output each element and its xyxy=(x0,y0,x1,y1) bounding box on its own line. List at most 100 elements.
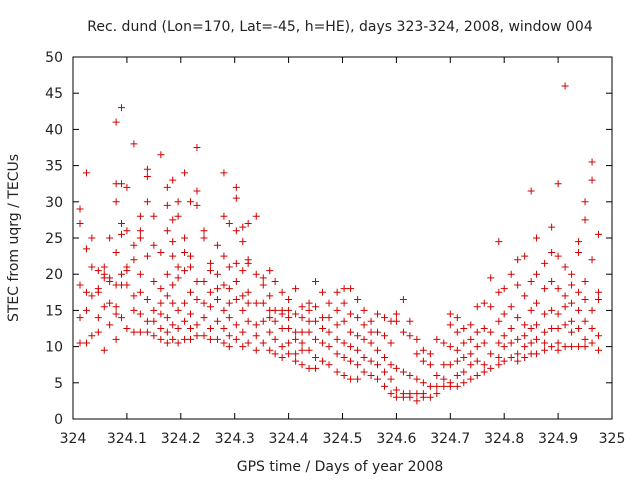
y-axis: 0 5 10 15 20 25 30 35 40 45 50 xyxy=(45,50,612,428)
data-point xyxy=(130,140,138,148)
data-point xyxy=(271,306,279,314)
data-point xyxy=(123,267,131,275)
data-point xyxy=(473,328,481,336)
data-point xyxy=(130,256,138,264)
data-point xyxy=(495,238,503,246)
data-point xyxy=(440,375,448,383)
data-point xyxy=(575,248,583,256)
data-point xyxy=(187,325,195,332)
data-point xyxy=(340,339,348,347)
data-point xyxy=(118,270,126,278)
data-point xyxy=(143,198,151,206)
data-point xyxy=(533,270,541,278)
data-point xyxy=(143,296,151,304)
data-point xyxy=(181,169,189,177)
data-point xyxy=(157,285,165,293)
data-point xyxy=(206,267,214,275)
data-point xyxy=(561,292,569,300)
data-point xyxy=(367,357,375,365)
data-point xyxy=(480,339,488,347)
data-point xyxy=(399,393,407,401)
data-point xyxy=(381,314,389,322)
data-point xyxy=(181,248,189,256)
data-point xyxy=(285,339,293,347)
data-point xyxy=(278,343,286,351)
data-point xyxy=(112,303,120,311)
data-point xyxy=(312,317,320,325)
data-point xyxy=(157,151,165,159)
y-tick-label: 10 xyxy=(45,340,63,356)
data-point xyxy=(426,393,434,401)
data-point xyxy=(213,285,221,293)
data-point xyxy=(157,299,165,307)
data-point xyxy=(136,310,144,318)
data-point xyxy=(581,335,589,343)
data-point xyxy=(206,259,214,267)
data-point xyxy=(527,325,535,332)
data-point xyxy=(319,325,327,332)
data-point xyxy=(419,357,427,365)
data-point xyxy=(206,325,214,332)
data-point xyxy=(259,317,267,325)
data-point xyxy=(561,303,569,311)
data-point xyxy=(123,325,131,332)
data-point xyxy=(157,310,165,318)
data-point xyxy=(367,339,375,347)
data-point xyxy=(595,296,603,304)
data-point xyxy=(446,343,454,351)
data-point xyxy=(533,335,541,343)
data-point xyxy=(163,328,171,336)
data-point xyxy=(187,288,195,296)
data-point xyxy=(347,375,355,383)
data-point xyxy=(143,165,151,173)
data-point xyxy=(507,303,515,311)
data-point xyxy=(460,339,468,347)
data-point xyxy=(521,292,529,300)
data-point xyxy=(467,350,475,358)
data-point xyxy=(118,104,126,112)
data-point xyxy=(169,281,177,289)
data-point xyxy=(541,259,549,267)
data-point xyxy=(266,314,274,322)
data-point xyxy=(588,176,596,184)
data-point xyxy=(413,390,421,398)
data-point xyxy=(595,332,603,340)
data-point xyxy=(232,183,240,191)
data-point xyxy=(367,317,375,325)
data-point xyxy=(568,270,576,278)
plot-frame xyxy=(72,56,613,420)
data-point xyxy=(239,267,247,275)
data-point xyxy=(220,212,228,220)
plot-border xyxy=(72,56,613,420)
data-point xyxy=(446,361,454,369)
data-point xyxy=(446,382,454,390)
data-point xyxy=(225,220,233,228)
data-point xyxy=(252,321,260,329)
data-point xyxy=(354,361,362,369)
data-point xyxy=(460,379,468,387)
x-tick-label: 324.9 xyxy=(538,431,578,447)
data-point xyxy=(169,252,177,260)
data-point xyxy=(292,350,300,358)
data-point xyxy=(106,277,114,285)
y-tick-label: 20 xyxy=(45,267,63,283)
data-point xyxy=(232,227,240,235)
data-point xyxy=(169,216,177,224)
data-point xyxy=(181,234,189,242)
data-point xyxy=(285,350,293,358)
data-point xyxy=(514,335,522,343)
data-point xyxy=(533,234,541,242)
data-point xyxy=(568,317,576,325)
data-point xyxy=(333,288,341,296)
y-tick-label: 30 xyxy=(45,195,63,211)
data-point xyxy=(514,256,522,264)
data-point xyxy=(271,350,279,358)
x-tick-label: 324.7 xyxy=(430,431,470,447)
data-point xyxy=(112,198,120,206)
data-point xyxy=(392,364,400,372)
data-point xyxy=(292,328,300,336)
data-point xyxy=(244,299,252,307)
data-point xyxy=(88,234,96,242)
data-point xyxy=(507,325,515,332)
data-point xyxy=(88,292,96,300)
